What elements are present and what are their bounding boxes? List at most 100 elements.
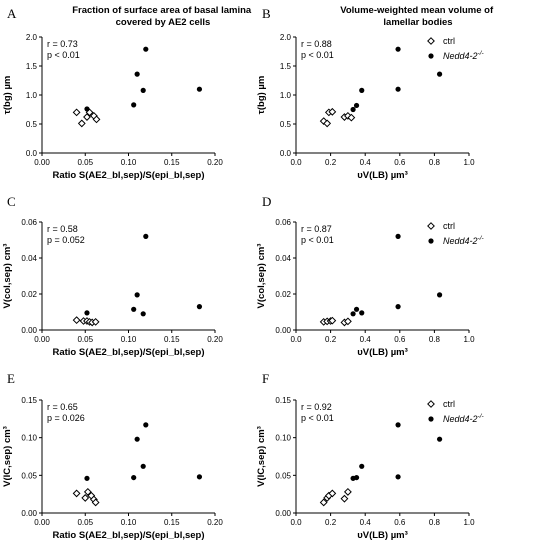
y-tick-label: 0.00 xyxy=(21,326,37,335)
data-point-ctrl xyxy=(91,498,100,507)
data-point-nedd4-2 xyxy=(196,474,203,480)
stat-text: r = 0.87 xyxy=(301,224,332,234)
y-tick-label: 0.06 xyxy=(21,218,37,227)
legend-label-nedd4-2: Nedd4-2-/- xyxy=(443,413,485,424)
data-point-ctrl xyxy=(340,494,349,503)
y-tick-label: 0.00 xyxy=(275,509,291,518)
x-axis-label: Ratio S(AE2_bl,sep)/S(epi_bl,sep) xyxy=(52,530,204,541)
data-point-nedd4-2 xyxy=(350,106,356,113)
data-point-ctrl xyxy=(328,107,337,116)
data-point-nedd4-2 xyxy=(140,463,146,469)
y-axis-label: τ(bg) µm xyxy=(2,76,13,115)
data-point-ctrl xyxy=(91,317,100,326)
x-tick-label: 0.6 xyxy=(394,518,406,527)
column-title-right-line-2: lamellar bodies xyxy=(383,17,452,28)
legend-label-ctrl: ctrl xyxy=(443,36,455,46)
y-tick-label: 0.10 xyxy=(21,434,37,443)
x-tick-label: 0.20 xyxy=(207,518,223,527)
data-point-nedd4-2 xyxy=(131,474,137,481)
data-point-nedd4-2 xyxy=(359,87,365,93)
data-point-nedd4-2 xyxy=(143,233,149,239)
x-tick-label: 0.0 xyxy=(290,158,302,167)
y-tick-label: 0.15 xyxy=(275,396,291,405)
data-point-nedd4-2 xyxy=(84,106,90,112)
y-axis-label: V(IC,sep) cm³ xyxy=(256,426,267,487)
legend: ctrl Nedd4-2-/- xyxy=(427,221,485,246)
y-tick-label: 2.0 xyxy=(280,33,292,42)
legend-label-superscript: -/- xyxy=(478,413,485,420)
stat-text: p < 0.01 xyxy=(301,235,334,245)
x-tick-label: 0.8 xyxy=(429,335,441,344)
data-point-nedd4-2 xyxy=(134,436,140,442)
data-point-ctrl xyxy=(77,119,86,128)
x-tick-label: 1.0 xyxy=(463,335,475,344)
column-title-right-line-1: Volume-weighted mean volume of xyxy=(340,5,494,16)
data-point-ctrl xyxy=(83,487,92,496)
data-point-ctrl xyxy=(343,487,352,496)
y-tick-label: 1.0 xyxy=(280,91,292,100)
y-tick-label: 0.02 xyxy=(21,290,37,299)
y-tick-label: 0.15 xyxy=(21,396,37,405)
data-point-nedd4-2 xyxy=(436,71,443,77)
data-point-nedd4-2 xyxy=(196,304,203,310)
y-tick-label: 0.05 xyxy=(21,471,37,480)
y-tick-label: 0.02 xyxy=(275,290,291,299)
panel-letter-c: C xyxy=(7,194,16,209)
data-point-ctrl xyxy=(323,119,332,128)
x-tick-label: 0.4 xyxy=(360,335,372,344)
legend-label-ctrl: ctrl xyxy=(443,399,455,409)
data-point-ctrl xyxy=(83,113,91,121)
stat-text: r = 0.65 xyxy=(47,402,78,412)
x-tick-label: 0.00 xyxy=(34,158,50,167)
data-point-nedd4-2 xyxy=(395,86,401,92)
column-title-right: Volume-weighted mean volume of lamellar … xyxy=(340,5,496,28)
panel-e: E 0.00 0.05 0.10 0.15 0.20 0.00 0.05 0.10 0.15 Rat… xyxy=(2,371,223,541)
y-tick-label: 0.5 xyxy=(26,120,38,129)
y-tick-label: 0.10 xyxy=(275,434,291,443)
x-tick-label: 0.2 xyxy=(325,158,337,167)
x-tick-label: 0.2 xyxy=(325,518,337,527)
data-point-nedd4-2 xyxy=(395,422,401,428)
x-tick-label: 0.2 xyxy=(325,335,337,344)
y-axis-label: V(IC,sep) cm³ xyxy=(2,426,13,487)
x-tick-label: 0.05 xyxy=(77,158,93,167)
legend-marker-nedd4-2 xyxy=(428,238,434,244)
x-tick-label: 1.0 xyxy=(463,158,475,167)
legend-marker-ctrl xyxy=(427,222,435,230)
panel-b: B 0.0 0.2 0.4 0.6 0.8 1.0 0.0 0.5 1.0 1.5 2.0 υV(LB)… xyxy=(256,6,485,181)
x-tick-label: 0.05 xyxy=(77,335,93,344)
data-point-nedd4-2 xyxy=(436,436,443,442)
x-tick-label: 0.15 xyxy=(164,158,180,167)
panel-a: A 0.00 0.05 0.10 0.15 0.20 0.0 0.5 1.0 1.5 2.0 Rati… xyxy=(2,6,223,181)
panel-letter-d: D xyxy=(262,194,271,209)
x-tick-label: 0.6 xyxy=(394,335,406,344)
y-tick-label: 0.00 xyxy=(275,326,291,335)
data-point-ctrl xyxy=(328,489,337,498)
x-tick-label: 0.6 xyxy=(394,158,406,167)
x-tick-label: 0.4 xyxy=(360,518,372,527)
legend-label-nedd4-2: Nedd4-2-/- xyxy=(443,50,485,61)
x-axis-label: Ratio S(AE2_bl,sep)/S(epi_bl,sep) xyxy=(52,347,204,358)
x-axis-label: Ratio S(AE2_bl,sep)/S(epi_bl,sep) xyxy=(52,170,204,181)
data-point-nedd4-2 xyxy=(131,102,137,108)
x-tick-label: 1.0 xyxy=(463,518,475,527)
data-point-nedd4-2 xyxy=(359,463,365,469)
y-tick-label: 2.0 xyxy=(26,33,38,42)
data-point-ctrl xyxy=(343,317,352,326)
data-point-nedd4-2 xyxy=(131,306,137,312)
y-tick-label: 0.5 xyxy=(280,120,292,129)
data-point-nedd4-2 xyxy=(436,292,443,298)
x-tick-label: 0.8 xyxy=(429,518,441,527)
y-tick-label: 1.0 xyxy=(26,91,38,100)
column-title-left-line-2: covered by AE2 cells xyxy=(116,17,211,28)
data-point-ctrl xyxy=(72,316,81,325)
data-point-nedd4-2 xyxy=(140,311,146,317)
legend-label-superscript: -/- xyxy=(478,235,485,242)
x-axis-label: υV(LB) µm³ xyxy=(357,347,408,358)
y-axis-label: V(col,sep) cm³ xyxy=(2,244,13,309)
stat-text: r = 0.92 xyxy=(301,402,332,412)
stat-text: p = 0.026 xyxy=(47,413,85,423)
panel-d: D 0.0 0.2 0.4 0.6 0.8 1.0 0.00 0.02 0.04 0.06 υV(LB… xyxy=(256,194,485,358)
data-point-ctrl xyxy=(347,113,356,122)
legend-label-ctrl: ctrl xyxy=(443,221,455,231)
